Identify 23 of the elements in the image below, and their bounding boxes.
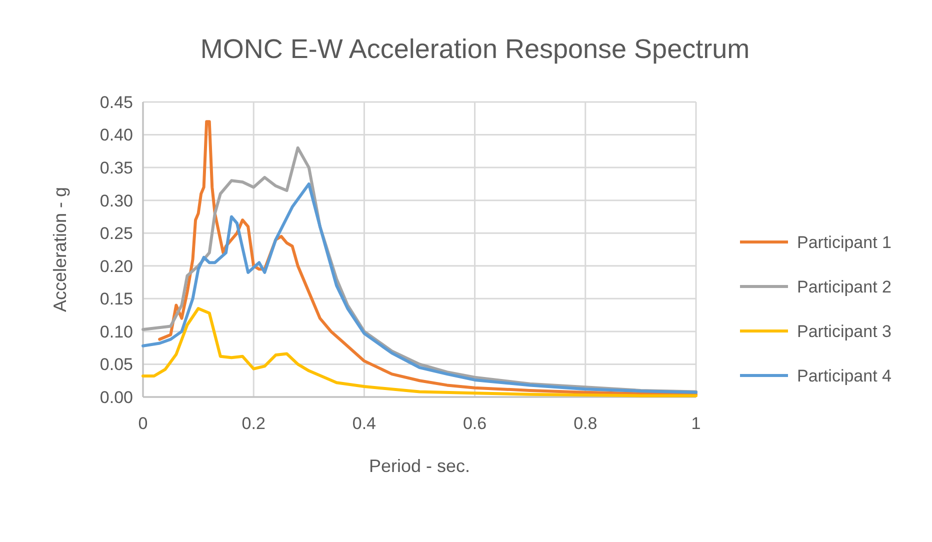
x-tick-label: 0.8 bbox=[574, 414, 598, 433]
legend-label: Participant 2 bbox=[797, 277, 892, 296]
chart-title: MONC E-W Acceleration Response Spectrum bbox=[200, 34, 750, 64]
y-tick-label: 0.30 bbox=[100, 191, 133, 210]
legend-label: Participant 4 bbox=[797, 366, 892, 386]
x-tick-label: 0.6 bbox=[462, 414, 487, 433]
y-axis-title: Acceleration - g bbox=[50, 186, 70, 312]
y-tick-label: 0.20 bbox=[100, 256, 133, 276]
y-tick-label: 0.10 bbox=[100, 322, 133, 342]
y-tick-label: 0.00 bbox=[100, 388, 133, 407]
y-tick-label: 0.05 bbox=[100, 355, 133, 374]
x-tick-label: 1 bbox=[691, 414, 701, 433]
legend-label: Participant 3 bbox=[797, 322, 892, 341]
y-tick-label: 0.25 bbox=[100, 224, 133, 244]
x-tick-label: 0.4 bbox=[352, 414, 376, 433]
y-tick-label: 0.35 bbox=[100, 158, 133, 178]
legend-label: Participant 1 bbox=[797, 232, 892, 252]
x-tick-label: 0 bbox=[138, 414, 148, 433]
x-tick-label: 0.2 bbox=[242, 414, 266, 433]
x-axis-title: Period - sec. bbox=[368, 456, 470, 476]
y-tick-label: 0.40 bbox=[100, 126, 133, 145]
y-tick-label: 0.45 bbox=[100, 92, 133, 112]
y-tick-label: 0.15 bbox=[100, 290, 133, 309]
